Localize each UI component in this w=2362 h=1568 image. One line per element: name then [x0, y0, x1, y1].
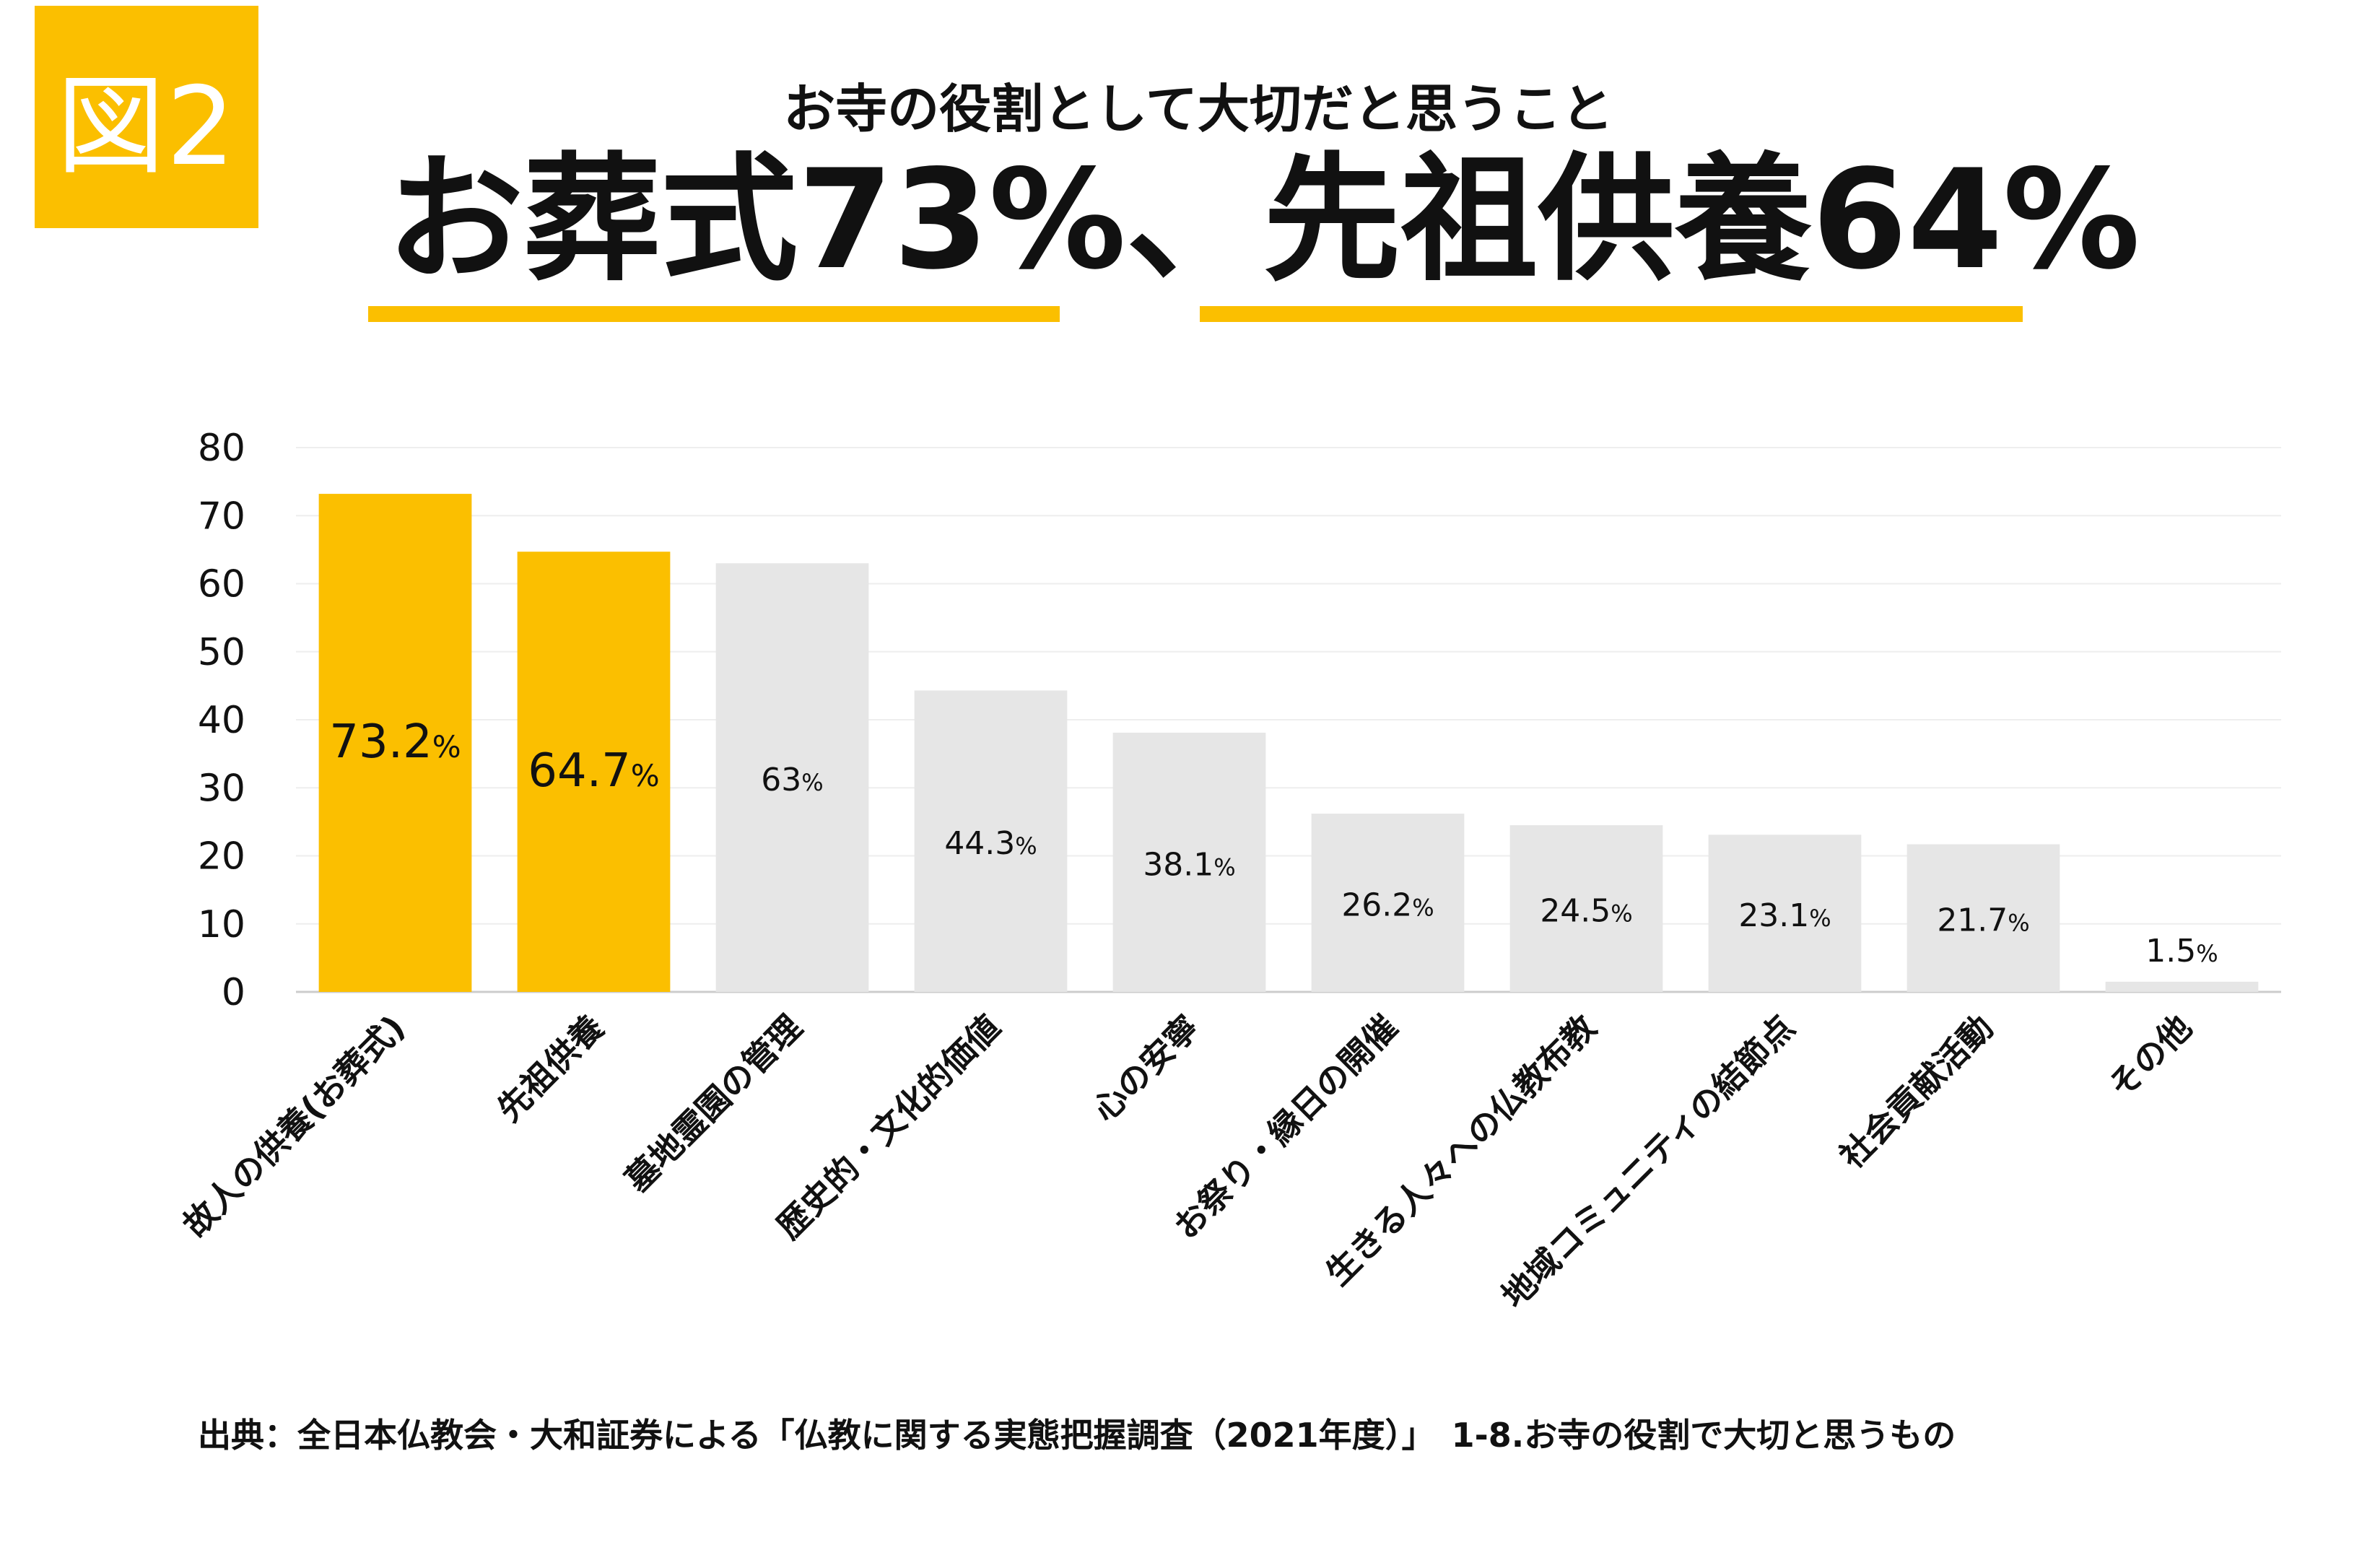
x-tick-label: お祭り・縁日の開催 — [1166, 1008, 1405, 1247]
y-tick-label: 80 — [198, 427, 245, 470]
headline-underline-funeral — [368, 306, 1060, 322]
chart-subtitle: お寺の役割として大切だと思うこと — [783, 79, 1613, 139]
bar-3 — [715, 563, 869, 992]
bar-value-label: 26.2% — [1341, 887, 1434, 924]
bar-value-label: 23.1% — [1738, 897, 1831, 934]
bar-4 — [914, 690, 1068, 992]
bar-9 — [1906, 844, 2060, 992]
y-tick-label: 10 — [198, 903, 245, 946]
headline-underline-ancestor — [1200, 306, 2023, 322]
figure-badge: 図2 — [35, 6, 258, 228]
y-tick-label: 40 — [198, 699, 245, 742]
bar-7 — [1509, 825, 1663, 992]
bar-1 — [318, 494, 472, 992]
headline-part-ancestor: 先祖供養64% — [1263, 140, 2140, 300]
figure-badge-label: 図2 — [56, 64, 237, 190]
bar-5 — [1112, 732, 1266, 992]
y-axis-ticks: 0 10 20 30 40 50 60 70 80 — [198, 427, 245, 1014]
y-tick-label: 70 — [198, 495, 245, 538]
bar-6 — [1311, 814, 1465, 992]
y-tick-label: 60 — [198, 563, 245, 606]
x-tick-label: その他 — [2101, 1008, 2200, 1106]
x-tick-label: 心の安寧 — [1085, 1008, 1206, 1129]
x-tick-label: 故人の供養(お葬式) — [175, 1008, 412, 1245]
headline-separator: 、 — [1125, 140, 1263, 300]
bar-value-label: 73.2% — [329, 715, 461, 769]
bar-value-label: 64.7% — [528, 744, 659, 798]
y-tick-label: 50 — [198, 631, 245, 674]
x-tick-label: 墓地霊園の管理 — [617, 1008, 809, 1200]
headline-part-funeral: お葬式73% — [386, 140, 1126, 300]
bar-value-label: 21.7% — [1937, 902, 2029, 939]
y-tick-label: 30 — [198, 767, 245, 810]
x-tick-label: 先祖供養 — [489, 1008, 611, 1129]
bar-value-label: 24.5% — [1540, 893, 1632, 930]
bar-value-label: 44.3% — [944, 825, 1037, 862]
bar-value-label: 1.5% — [2145, 933, 2218, 970]
bar-8 — [1708, 835, 1862, 992]
bar-2 — [517, 552, 671, 992]
x-tick-label: 社会貢献活動 — [1832, 1008, 2000, 1176]
value-labels: 73.2% 64.7% 63% 44.3% 38.1% 26.2% 24.5% 23.1% 21… — [329, 715, 2218, 970]
x-tick-label: 歴史的・文化的価値 — [769, 1008, 1008, 1247]
headline: お葬式73%、先祖供養64% — [274, 144, 2252, 295]
bar-value-label: 38.1% — [1143, 846, 1235, 883]
source-note: 出典：全日本仏教会・大和証券による「仏教に関する実態把握調査（2021年度）」 … — [198, 1416, 1956, 1455]
bar-10 — [2105, 981, 2259, 992]
y-tick-label: 20 — [198, 835, 245, 879]
bar-value-label: 63% — [761, 762, 823, 798]
y-tick-label: 0 — [222, 971, 245, 1014]
bars — [318, 494, 2259, 992]
